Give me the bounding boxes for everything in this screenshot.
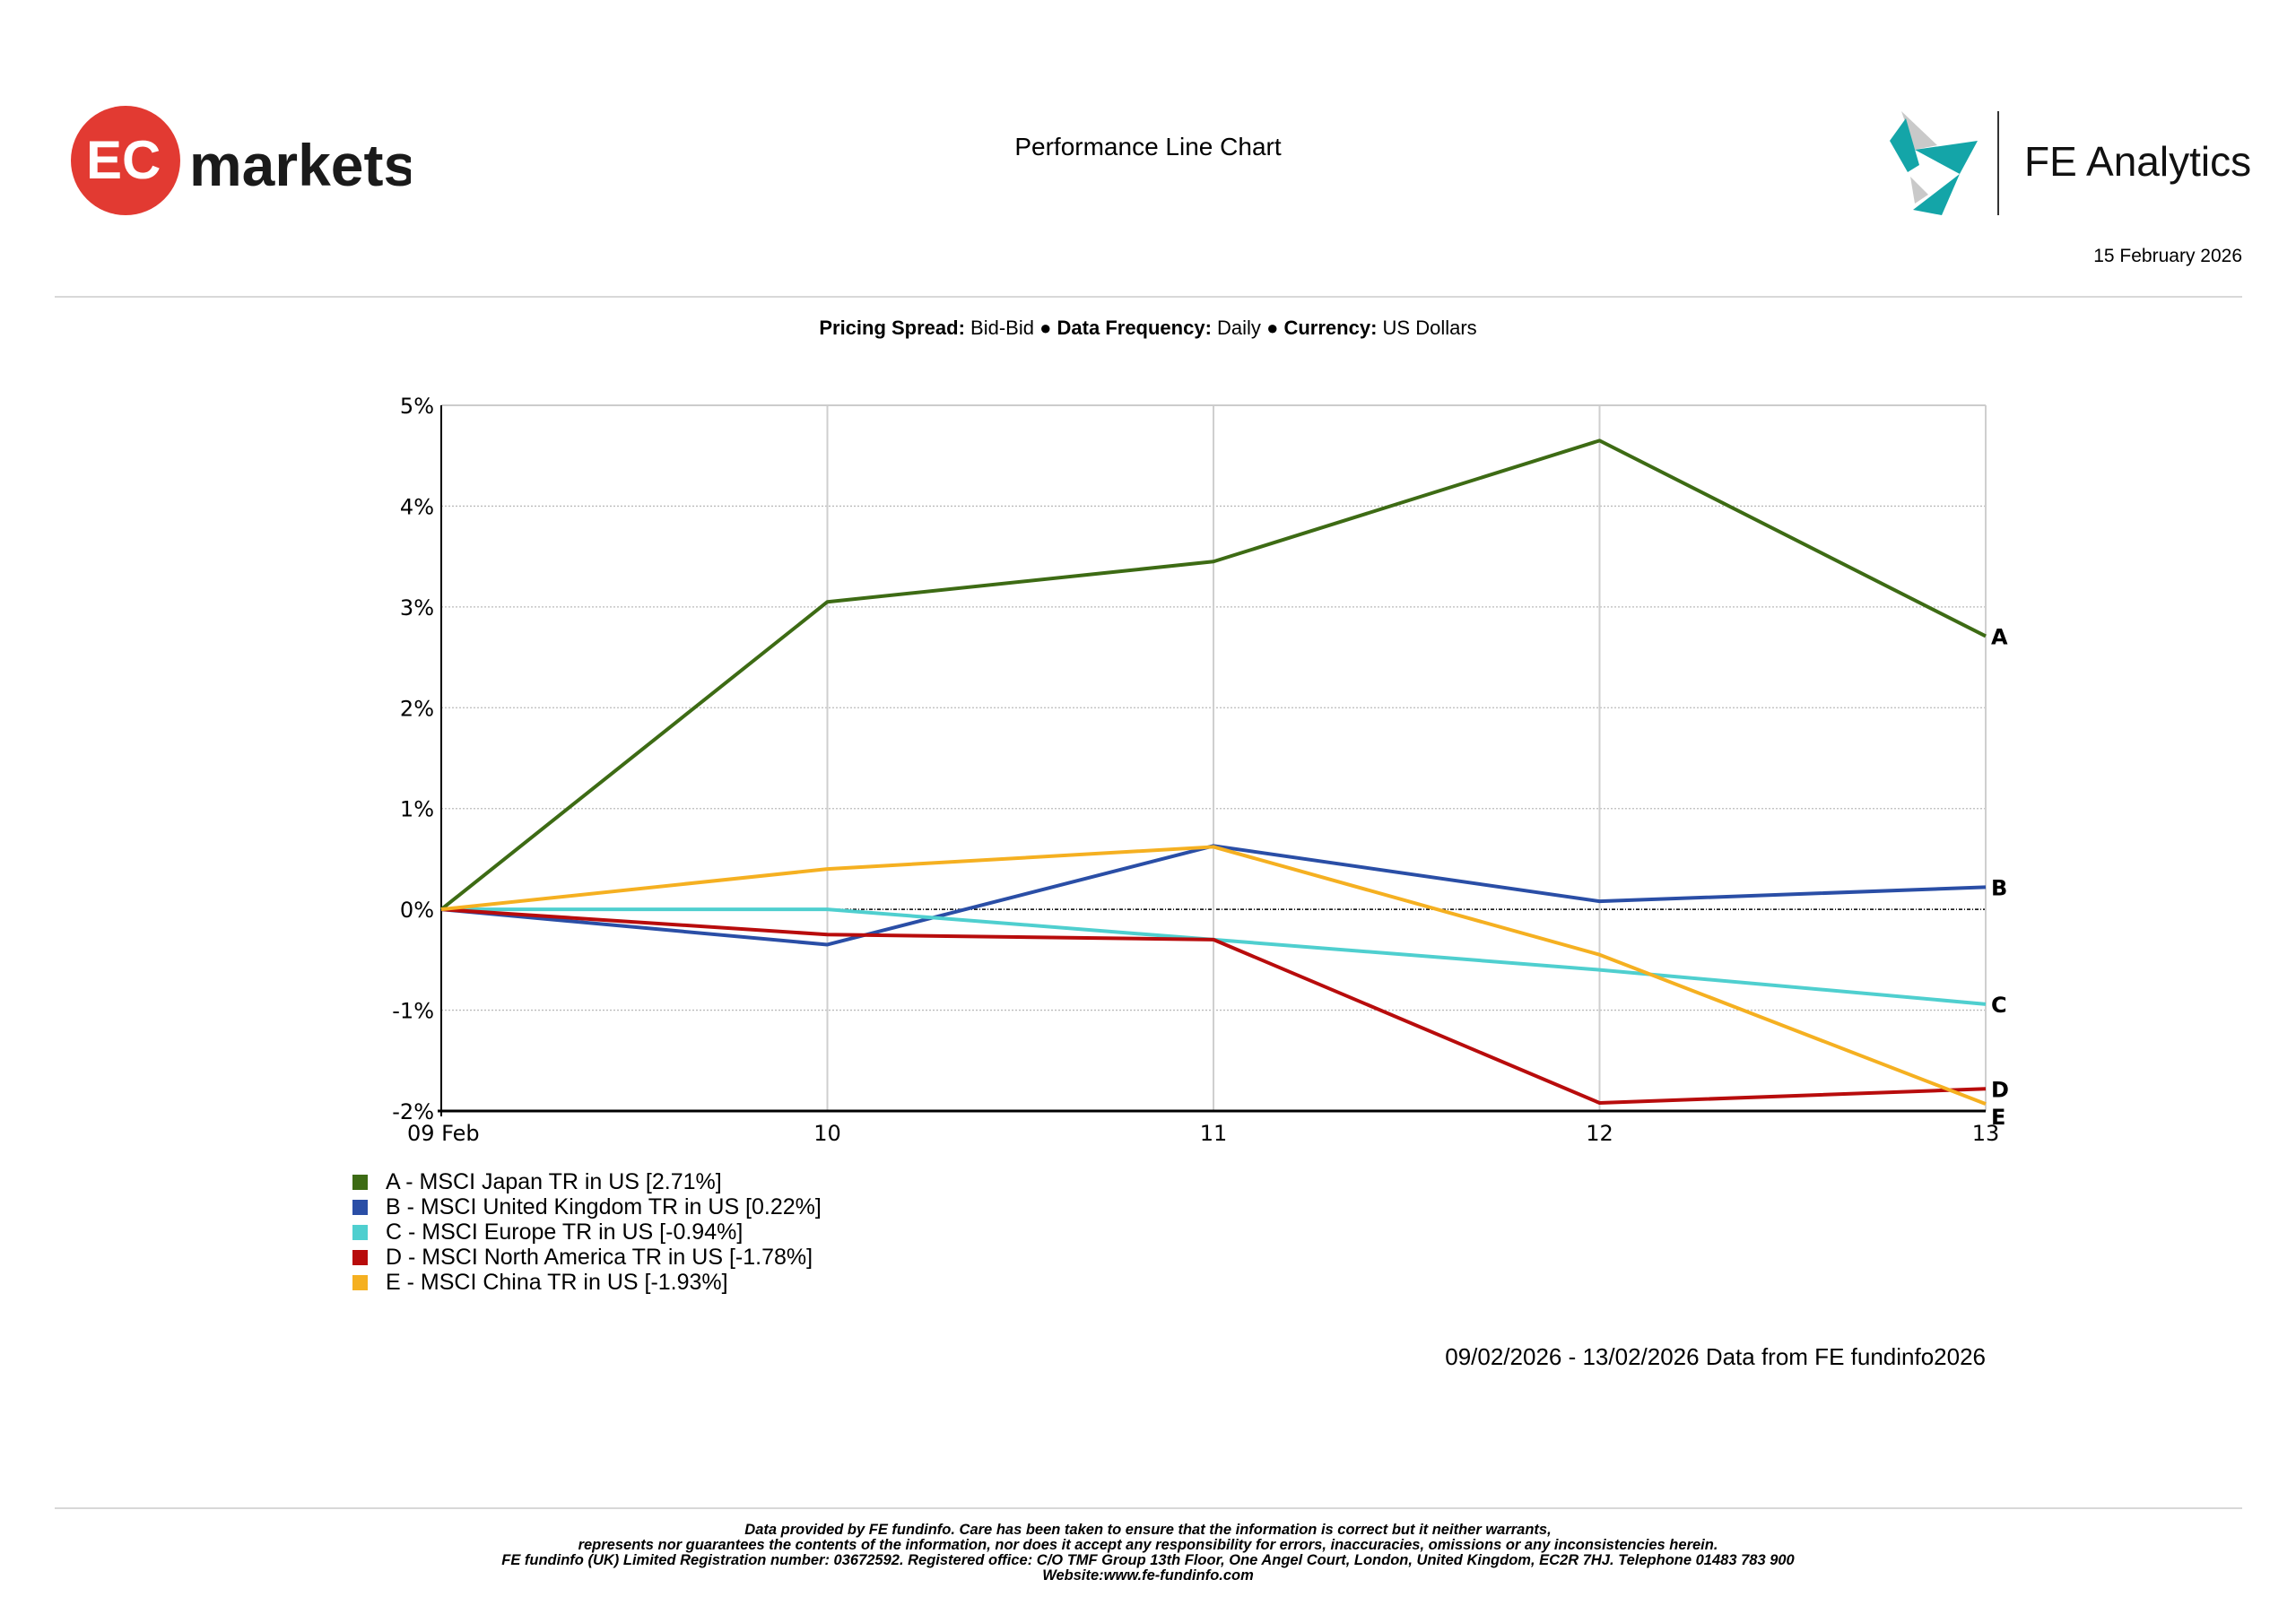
frequency-value: Daily bbox=[1217, 317, 1261, 339]
fe-logo-mark-icon: FE Analytics bbox=[1890, 111, 2251, 215]
chart-legend: A - MSCI Japan TR in US [2.71%] B - MSCI … bbox=[352, 1169, 822, 1295]
separator: ● bbox=[1039, 317, 1052, 339]
svg-text:markets: markets bbox=[189, 132, 411, 198]
legend-label: D - MSCI North America TR in US [-1.78%] bbox=[386, 1244, 813, 1270]
y-tick-label: -2% bbox=[392, 1099, 434, 1124]
legend-label: C - MSCI Europe TR in US [-0.94%] bbox=[386, 1219, 744, 1245]
y-tick-label: 5% bbox=[400, 394, 434, 419]
x-tick-label: 13 bbox=[1972, 1121, 2000, 1146]
legend-item: E - MSCI China TR in US [-1.93%] bbox=[352, 1270, 822, 1295]
legend-swatch bbox=[352, 1224, 368, 1240]
performance-line-chart: 5% 4% 3% 2% 1% 0% -1% -2%09 Feb 10 11 12 13 A B C DE bbox=[392, 394, 2009, 1146]
ec-markets-logo: EC markets bbox=[70, 105, 416, 216]
currency-value: US Dollars bbox=[1382, 317, 1477, 339]
currency-label: Currency: bbox=[1283, 317, 1378, 339]
legend-item: B - MSCI United Kingdom TR in US [0.22%] bbox=[352, 1194, 822, 1219]
header-divider bbox=[55, 296, 2242, 298]
fe-analytics-logo: FE Analytics bbox=[1888, 109, 2265, 221]
y-tick-label: 2% bbox=[400, 696, 434, 721]
legend-item: A - MSCI Japan TR in US [2.71%] bbox=[352, 1169, 822, 1194]
series-end-label: B bbox=[1991, 875, 2007, 900]
legend-swatch bbox=[352, 1249, 368, 1265]
footer-line: Website:www.fe-fundinfo.com bbox=[1042, 1567, 1254, 1584]
series-end-label: D bbox=[1991, 1077, 2009, 1102]
x-tick-label: 11 bbox=[1200, 1121, 1228, 1146]
y-tick-label: 4% bbox=[400, 494, 434, 519]
legend-label: B - MSCI United Kingdom TR in US [0.22%] bbox=[386, 1193, 822, 1219]
legend-item: D - MSCI North America TR in US [-1.78%] bbox=[352, 1245, 822, 1270]
ec-logo-mark-icon: EC markets bbox=[71, 106, 416, 215]
legend-label: E - MSCI China TR in US [-1.93%] bbox=[386, 1269, 728, 1295]
y-tick-label: 0% bbox=[400, 898, 434, 923]
svg-text:EC: EC bbox=[86, 130, 161, 190]
svg-text:FE Analytics: FE Analytics bbox=[2024, 138, 2251, 185]
x-tick-label: 09 Feb bbox=[407, 1121, 480, 1146]
x-tick-label: 12 bbox=[1586, 1121, 1613, 1146]
separator: ● bbox=[1266, 317, 1279, 339]
page-title: Performance Line Chart bbox=[1014, 133, 1282, 161]
pricing-spread-label: Pricing Spread: bbox=[819, 317, 965, 339]
series-end-label: E bbox=[1991, 1105, 2005, 1130]
series-end-label: A bbox=[1991, 624, 2008, 649]
chart-settings: Pricing Spread: Bid-Bid ● Data Frequency… bbox=[0, 317, 2296, 340]
footer-divider bbox=[55, 1507, 2242, 1509]
data-source-note: 09/02/2026 - 13/02/2026 Data from FE fun… bbox=[1445, 1343, 1986, 1370]
legend-swatch bbox=[352, 1274, 368, 1290]
legend-swatch bbox=[352, 1174, 368, 1190]
footer-line: represents nor guarantees the contents o… bbox=[578, 1537, 1718, 1553]
legend-label: A - MSCI Japan TR in US [2.71%] bbox=[386, 1168, 722, 1194]
legend-swatch bbox=[352, 1199, 368, 1215]
legend-item: C - MSCI Europe TR in US [-0.94%] bbox=[352, 1219, 822, 1245]
footer-line: Data provided by FE fundinfo. Care has b… bbox=[744, 1522, 1552, 1538]
y-tick-label: 3% bbox=[400, 595, 434, 621]
footer-disclaimer: Data provided by FE fundinfo. Care has b… bbox=[0, 1523, 2296, 1584]
footer-line: FE fundinfo (UK) Limited Registration nu… bbox=[501, 1552, 1795, 1568]
pricing-spread-value: Bid-Bid bbox=[970, 317, 1034, 339]
y-tick-label: -1% bbox=[392, 999, 434, 1024]
report-date: 15 February 2026 bbox=[2093, 246, 2242, 266]
series-end-label: C bbox=[1991, 993, 2007, 1018]
y-tick-label: 1% bbox=[400, 797, 434, 822]
frequency-label: Data Frequency: bbox=[1057, 317, 1212, 339]
x-tick-label: 10 bbox=[813, 1121, 841, 1146]
